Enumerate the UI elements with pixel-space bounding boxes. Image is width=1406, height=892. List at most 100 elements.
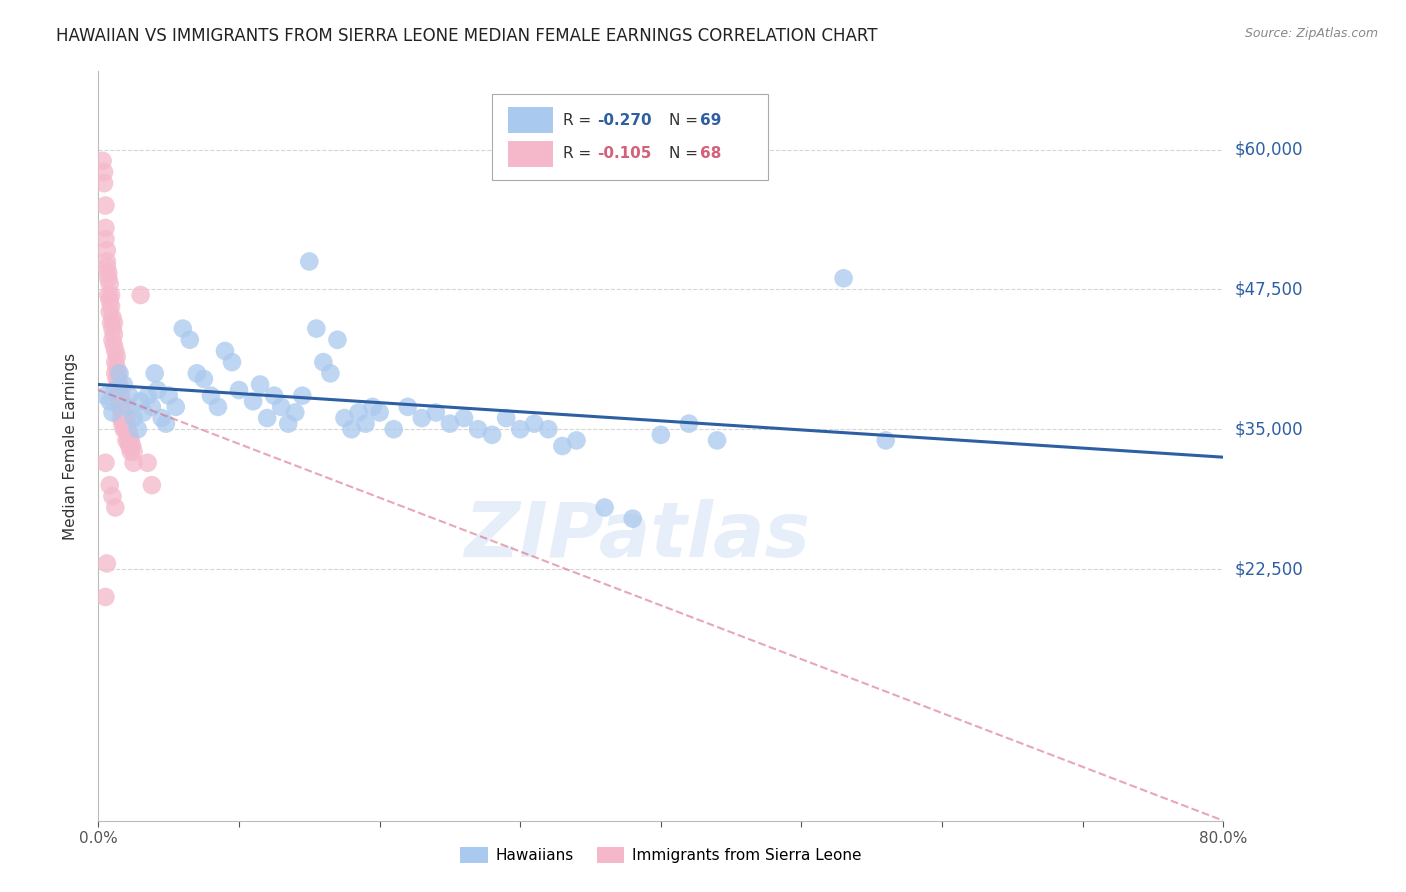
Point	[100, 299, 122, 313]
Point	[103, 327, 125, 342]
Point	[593, 500, 616, 515]
Point	[112, 400, 135, 414]
Point	[111, 417, 134, 431]
Point	[136, 389, 159, 403]
Point	[94, 389, 117, 403]
Point	[110, 411, 132, 425]
Point	[107, 389, 129, 403]
Point	[411, 411, 433, 425]
Point	[112, 422, 135, 436]
Point	[150, 411, 173, 425]
Point	[101, 310, 124, 325]
FancyBboxPatch shape	[492, 94, 768, 180]
Point	[98, 394, 121, 409]
Point	[214, 343, 236, 358]
Text: N =: N =	[669, 112, 703, 128]
Point	[132, 405, 155, 419]
Legend: Hawaiians, Immigrants from Sierra Leone: Hawaiians, Immigrants from Sierra Leone	[454, 841, 868, 869]
Point	[107, 377, 129, 392]
Point	[284, 405, 307, 419]
Point	[495, 411, 517, 425]
Point	[94, 232, 117, 246]
Point	[143, 367, 166, 381]
Point	[104, 383, 127, 397]
Point	[100, 288, 122, 302]
Point	[94, 198, 117, 212]
Point	[291, 389, 314, 403]
Point	[875, 434, 897, 448]
Text: $60,000: $60,000	[1234, 141, 1303, 159]
Point	[122, 444, 145, 458]
Text: $35,000: $35,000	[1234, 420, 1303, 438]
Point	[122, 456, 145, 470]
Point	[249, 377, 271, 392]
Point	[453, 411, 475, 425]
Point	[115, 411, 138, 425]
Point	[98, 478, 121, 492]
Point	[98, 305, 121, 319]
Point	[98, 277, 121, 291]
Point	[108, 367, 131, 381]
Point	[120, 434, 142, 448]
Point	[104, 500, 127, 515]
Text: 68: 68	[700, 146, 721, 161]
Point	[96, 557, 118, 571]
Point	[111, 405, 134, 419]
Point	[368, 405, 391, 419]
Point	[312, 355, 335, 369]
Point	[118, 389, 141, 403]
Point	[551, 439, 574, 453]
Point	[621, 511, 644, 525]
Point	[97, 271, 120, 285]
Text: -0.270: -0.270	[596, 112, 651, 128]
Point	[97, 266, 120, 280]
Point	[107, 367, 129, 381]
Text: -0.105: -0.105	[596, 146, 651, 161]
Point	[121, 439, 143, 453]
Point	[94, 221, 117, 235]
Point	[678, 417, 700, 431]
Point	[129, 288, 152, 302]
Point	[103, 316, 125, 330]
Point	[141, 478, 163, 492]
Point	[105, 372, 128, 386]
Point	[467, 422, 489, 436]
Point	[242, 394, 264, 409]
Point	[105, 360, 128, 375]
Text: Source: ZipAtlas.com: Source: ZipAtlas.com	[1244, 27, 1378, 40]
Text: $47,500: $47,500	[1234, 280, 1303, 299]
Point	[108, 389, 131, 403]
Point	[105, 350, 128, 364]
Point	[326, 333, 349, 347]
Point	[354, 417, 377, 431]
Point	[509, 422, 531, 436]
Point	[101, 489, 124, 503]
Point	[361, 400, 384, 414]
Point	[96, 244, 118, 258]
Text: R =: R =	[562, 112, 596, 128]
Point	[122, 411, 145, 425]
Point	[347, 405, 370, 419]
Point	[396, 400, 419, 414]
Point	[104, 367, 127, 381]
Text: N =: N =	[669, 146, 703, 161]
Point	[263, 389, 285, 403]
Point	[565, 434, 588, 448]
Point	[120, 444, 142, 458]
Point	[112, 411, 135, 425]
Point	[91, 153, 114, 168]
Point	[117, 434, 139, 448]
Point	[333, 411, 356, 425]
Point	[127, 422, 149, 436]
Point	[439, 417, 461, 431]
Point	[305, 321, 328, 335]
Point	[112, 377, 135, 392]
Point	[101, 333, 124, 347]
Point	[172, 321, 194, 335]
Y-axis label: Median Female Earnings: Median Female Earnings	[63, 352, 77, 540]
Point	[114, 411, 136, 425]
Point	[129, 394, 152, 409]
Point	[141, 400, 163, 414]
Point	[425, 405, 447, 419]
Point	[115, 434, 138, 448]
